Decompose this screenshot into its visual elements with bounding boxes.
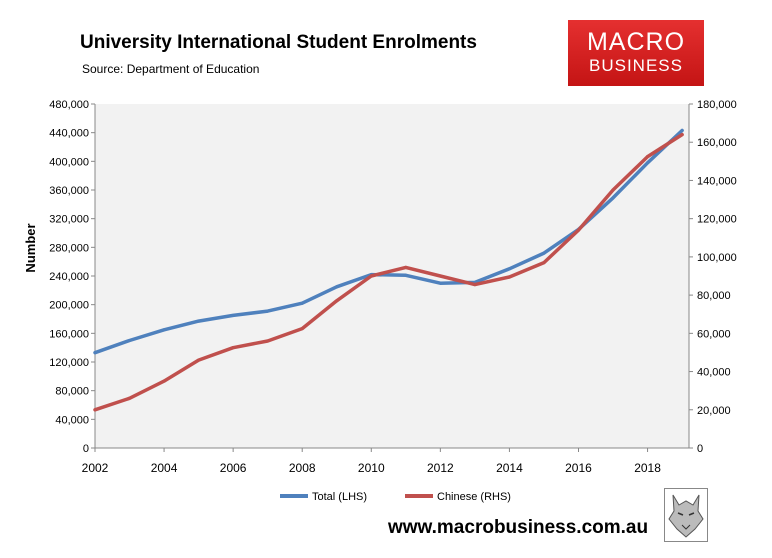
right-axis: 0 20,000 40,000 60,000 80,000 100,000 120,000 1… xyxy=(689,99,737,455)
chinese-data-point xyxy=(404,265,408,269)
chinese-data-point xyxy=(646,155,650,159)
right-tick-label: 160,000 xyxy=(697,137,737,149)
right-tick-label: 140,000 xyxy=(697,175,737,187)
legend-chinese-label: Chinese (RHS) xyxy=(437,491,511,503)
left-tick-label: 120,000 xyxy=(49,357,89,369)
x-tick-label: 2004 xyxy=(151,461,178,475)
chinese-data-point xyxy=(507,275,511,279)
chinese-data-point xyxy=(162,379,166,383)
right-tick-label: 40,000 xyxy=(697,367,731,379)
x-tick-label: 2018 xyxy=(634,461,661,475)
right-tick-label: 80,000 xyxy=(697,290,731,302)
total-data-point xyxy=(646,161,650,165)
series-lines xyxy=(93,128,684,412)
series-chinese-line xyxy=(93,132,684,412)
total-data-point xyxy=(680,129,684,133)
x-tick-label: 2006 xyxy=(220,461,247,475)
right-tick-label: 120,000 xyxy=(697,214,737,226)
total-data-point xyxy=(93,351,97,355)
x-tick-label: 2010 xyxy=(358,461,385,475)
legend-total-label: Total (LHS) xyxy=(312,491,367,503)
chinese-data-point xyxy=(231,346,235,350)
chinese-data-point xyxy=(542,261,546,265)
chinese-data-point xyxy=(197,358,201,362)
total-data-point xyxy=(335,285,339,289)
macrobusiness-logo: MACRO BUSINESS xyxy=(568,20,704,86)
x-axis: 2002 2004 2006 2008 2010 2012 2014 2016 2018 xyxy=(82,448,661,475)
right-tick-label: 20,000 xyxy=(697,405,731,417)
chinese-data-point xyxy=(369,274,373,278)
website-url: www.macrobusiness.com.au xyxy=(388,517,649,538)
left-tick-label: 80,000 xyxy=(55,386,89,398)
total-data-point xyxy=(611,196,615,200)
left-tick-label: 160,000 xyxy=(49,328,89,340)
total-data-point xyxy=(300,301,304,305)
left-tick-label: 40,000 xyxy=(55,414,89,426)
chinese-data-point xyxy=(93,408,97,412)
total-data-point xyxy=(162,328,166,332)
x-tick-label: 2008 xyxy=(289,461,316,475)
logo-line-1: MACRO xyxy=(586,28,686,56)
left-tick-label: 400,000 xyxy=(49,156,89,168)
left-tick-label: 240,000 xyxy=(49,271,89,283)
left-axis: 0 40,000 80,000 120,000 160,000 200,000 240,00… xyxy=(49,99,95,455)
total-data-point xyxy=(542,251,546,255)
x-tick-label: 2012 xyxy=(427,461,454,475)
chinese-data-point xyxy=(128,396,132,400)
chinese-data-point xyxy=(266,339,270,343)
x-tick-label: 2014 xyxy=(496,461,523,475)
chinese-data-point xyxy=(576,228,580,232)
left-tick-label: 0 xyxy=(83,443,89,455)
logo-line-2: BUSINESS xyxy=(589,56,683,75)
total-data-point xyxy=(197,319,201,323)
total-data-point xyxy=(438,281,442,285)
left-tick-label: 480,000 xyxy=(49,99,89,111)
chart-title: University International Student Enrolme… xyxy=(80,32,477,53)
chinese-data-point xyxy=(473,283,477,287)
left-tick-label: 320,000 xyxy=(49,214,89,226)
right-tick-label: 0 xyxy=(697,443,703,455)
chinese-data-point xyxy=(680,133,684,137)
left-tick-label: 360,000 xyxy=(49,185,89,197)
total-data-point xyxy=(231,313,235,317)
right-tick-label: 180,000 xyxy=(697,99,737,111)
left-tick-label: 440,000 xyxy=(49,128,89,140)
right-tick-label: 60,000 xyxy=(697,328,731,340)
right-tick-label: 100,000 xyxy=(697,252,737,264)
x-tick-label: 2002 xyxy=(82,461,109,475)
left-tick-label: 200,000 xyxy=(49,300,89,312)
legend: Total (LHS) Chinese (RHS) xyxy=(280,491,511,503)
chart-source: Source: Department of Education xyxy=(82,62,260,76)
chinese-data-point xyxy=(611,188,615,192)
chinese-data-point xyxy=(335,299,339,303)
total-data-point xyxy=(266,309,270,313)
total-data-point xyxy=(128,339,132,342)
total-data-point xyxy=(404,273,408,277)
left-tick-label: 280,000 xyxy=(49,242,89,254)
chinese-data-point xyxy=(300,327,304,331)
total-data-point xyxy=(507,267,511,271)
wolf-icon xyxy=(664,488,708,542)
y-axis-label: Number xyxy=(23,223,38,272)
x-tick-label: 2016 xyxy=(565,461,592,475)
chinese-data-point xyxy=(438,274,442,278)
